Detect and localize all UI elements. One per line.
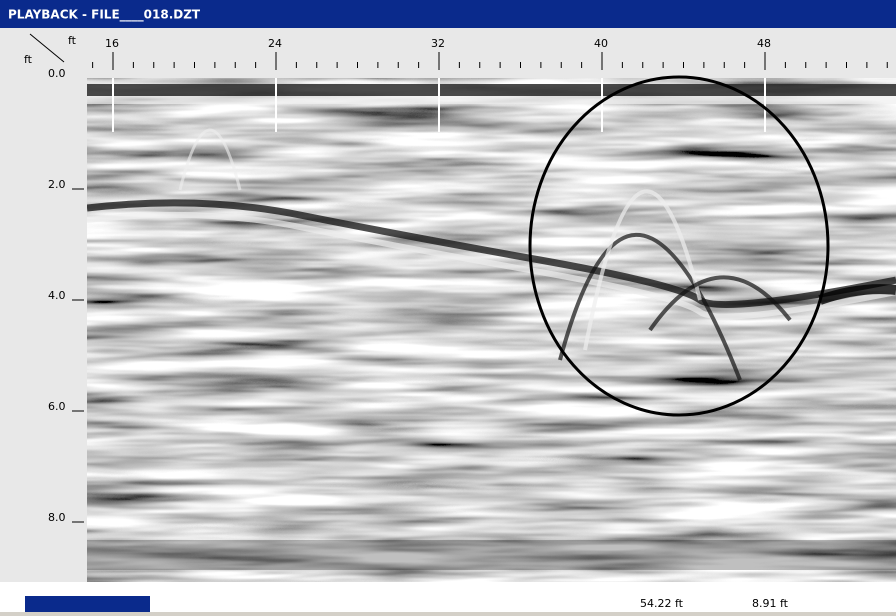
x-ruler-label: 16: [105, 37, 119, 50]
progress-bar: [25, 596, 150, 612]
bottom-band: [87, 540, 896, 570]
window-canvas: PLAYBACK - FILE____018.DZT ft ft 16 24 32 4…: [0, 0, 896, 612]
x-ruler-label: 32: [431, 37, 445, 50]
y-ruler-label: 4.0: [48, 289, 66, 302]
x-ruler-label: 48: [757, 37, 771, 50]
window-title: PLAYBACK - FILE____018.DZT: [8, 8, 201, 23]
radargram: [87, 78, 896, 582]
y-ruler-label: 0.0: [48, 67, 66, 80]
playback-window: PLAYBACK - FILE____018.DZT ft ft 16 24 32 4…: [0, 0, 896, 612]
y-ruler-label: 6.0: [48, 400, 66, 413]
radargram-texture: [87, 78, 896, 582]
y-unit: ft: [24, 53, 33, 66]
y-ruler-label: 8.0: [48, 511, 66, 524]
x-unit: ft: [68, 34, 77, 47]
y-ruler-label: 2.0: [48, 178, 66, 191]
status-depth: 8.91 ft: [752, 597, 789, 610]
x-ruler-label: 40: [594, 37, 608, 50]
surface-band: [87, 84, 896, 96]
x-ruler-label: 24: [268, 37, 282, 50]
surface-band-light: [87, 96, 896, 104]
status-position: 54.22 ft: [640, 597, 684, 610]
